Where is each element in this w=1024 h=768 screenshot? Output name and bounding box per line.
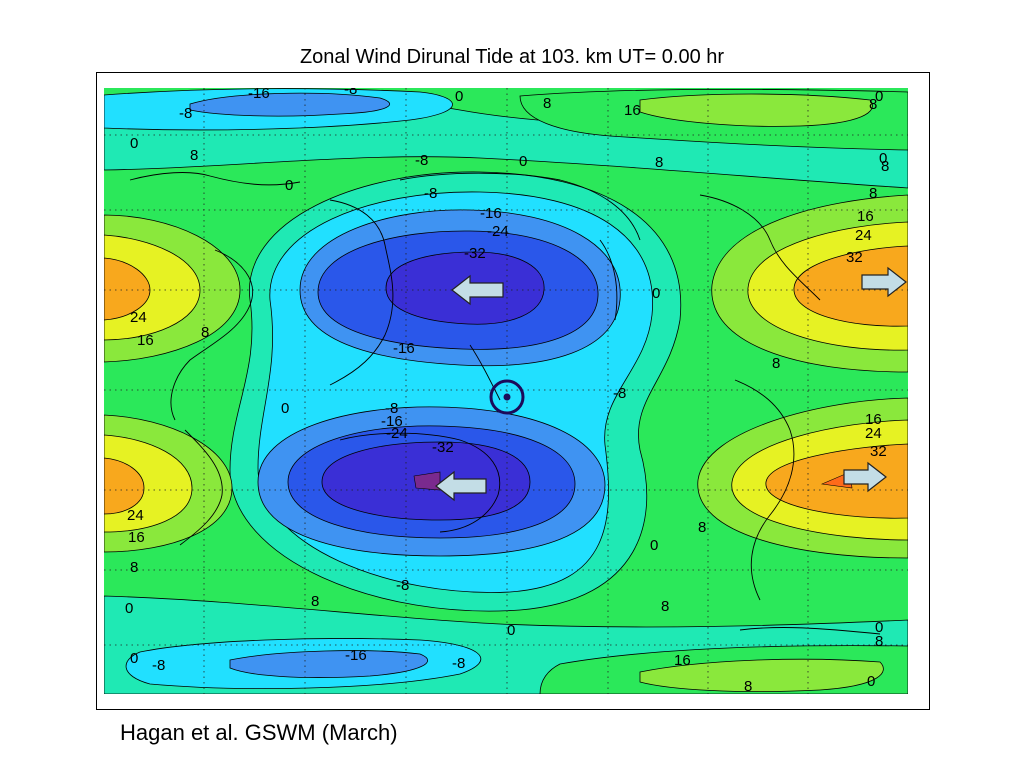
contour-label: 0 <box>130 135 138 152</box>
contour-label: 16 <box>857 208 874 225</box>
contour-label: 8 <box>744 678 752 694</box>
contour-label: -24 <box>487 223 509 240</box>
contour-label: 8 <box>201 324 209 341</box>
contour-label: 24 <box>130 309 147 326</box>
eastward-arrow-north <box>861 266 907 298</box>
band-north-neg16 <box>189 92 391 117</box>
contour-label: -32 <box>432 439 454 456</box>
contour-label: 16 <box>865 411 882 428</box>
contour-label: 0 <box>125 600 133 617</box>
contour-label: 32 <box>870 443 887 460</box>
subsolar-point-marker <box>489 379 525 415</box>
contour-label: 8 <box>130 559 138 576</box>
contour-label: 0 <box>519 153 527 170</box>
contour-label: 8 <box>661 598 669 615</box>
contour-label: 0 <box>285 177 293 194</box>
contour-label: 8 <box>311 593 319 610</box>
contour-label: -8 <box>415 152 428 169</box>
south-bands <box>104 595 908 694</box>
contour-label: 32 <box>846 249 863 266</box>
contour-label: -16 <box>248 88 270 102</box>
contour-label: 8 <box>869 96 877 113</box>
contour-label: 8 <box>698 519 706 536</box>
contour-label: 0 <box>879 150 887 167</box>
band-north-pos16 <box>639 93 873 127</box>
contour-label: -16 <box>393 340 415 357</box>
contour-label: 0 <box>455 88 463 105</box>
eastward-arrow-south <box>843 461 887 493</box>
contour-label: 8 <box>869 185 877 202</box>
contour-label: 16 <box>624 102 641 119</box>
contour-label: 8 <box>772 355 780 372</box>
contour-label: -8 <box>152 657 165 674</box>
contour-label: 24 <box>855 227 872 244</box>
figure-caption: Hagan et al. GSWM (March) <box>120 720 398 745</box>
contour-label: 8 <box>875 633 883 650</box>
contour-label: -16 <box>480 205 502 222</box>
contour-label: 24 <box>865 425 882 442</box>
coastlines <box>129 172 881 635</box>
contour-label: -16 <box>345 647 367 664</box>
westward-arrow-north <box>451 274 504 306</box>
contour-label: 24 <box>127 507 144 524</box>
contour-label: -32 <box>464 245 486 262</box>
level-pos32-west-s <box>104 457 145 515</box>
contour-label: 0 <box>875 88 883 105</box>
contour-label: 0 <box>652 285 660 302</box>
level-pos32-west-n <box>104 257 151 321</box>
contour-label: 0 <box>130 650 138 667</box>
east-positive-region <box>697 194 908 559</box>
contour-label: 16 <box>674 652 691 669</box>
contour-label: 16 <box>128 529 145 546</box>
contour-label: -8 <box>344 88 357 98</box>
contour-label: -24 <box>386 425 408 442</box>
contour-label: 8 <box>190 147 198 164</box>
contour-label: -8 <box>613 385 626 402</box>
contour-label: -8 <box>452 655 465 672</box>
westward-arrow-south <box>435 470 487 502</box>
wind-arrows <box>435 266 907 502</box>
band-south-pos16 <box>639 658 884 692</box>
contour-label: 8 <box>543 95 551 112</box>
contour-label: 0 <box>507 622 515 639</box>
west-positive-region <box>104 214 241 553</box>
level-pos32-east-n <box>793 245 908 327</box>
graticule <box>104 88 908 694</box>
contour-label: 8 <box>655 154 663 171</box>
contour-label: -16 <box>381 413 403 430</box>
contour-label: -8 <box>179 105 192 122</box>
plot-title: Zonal Wind Dirunal Tide at 103. km UT= 0… <box>299 46 725 68</box>
contour-label: -8 <box>385 400 398 417</box>
contour-label: 0 <box>867 673 875 690</box>
contour-label: 0 <box>875 619 883 636</box>
contour-label: -8 <box>424 185 437 202</box>
contour-label: 0 <box>281 400 289 417</box>
contour-label: -8 <box>396 577 409 594</box>
contour-label: 0 <box>650 537 658 554</box>
contour-label: 8 <box>881 158 889 175</box>
band-south-neg16 <box>229 650 428 678</box>
contour-label: 16 <box>137 332 154 349</box>
